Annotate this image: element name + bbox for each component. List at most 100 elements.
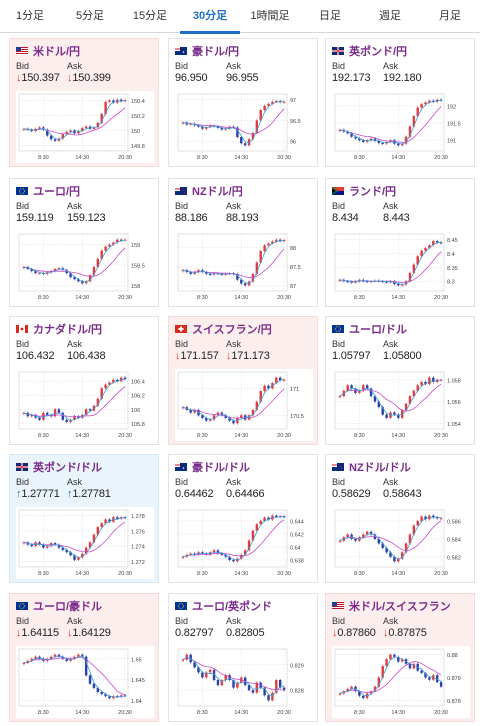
price-chart[interactable]: 0.829 0.828 8:30 14:30 20:30 xyxy=(175,646,313,718)
ask-value: 1.27781 xyxy=(72,488,111,500)
tab-7[interactable]: 週足 xyxy=(379,10,401,22)
price-chart[interactable]: 97 96.5 96 8:30 14:30 20:30 xyxy=(175,91,313,163)
candle-body xyxy=(123,377,127,380)
flag-ch-icon xyxy=(175,325,192,333)
candle-body xyxy=(197,270,200,273)
y-tick-label: 96 xyxy=(290,140,296,146)
bid-value: 150.397 xyxy=(21,72,60,84)
flag-au-us-icon xyxy=(175,463,192,471)
price-chart[interactable]: 150.4 150.2 150 149.8 8:30 14:30 20:30 xyxy=(16,91,154,163)
tab-8[interactable]: 月足 xyxy=(439,10,461,22)
y-tick-label: 8.4 xyxy=(447,252,455,258)
candle-body xyxy=(362,140,365,142)
ma-long-line xyxy=(339,383,442,412)
price-chart[interactable]: 0.88 0.879 0.878 8:30 14:30 20:30 xyxy=(332,646,470,718)
price-chart[interactable]: 171 170.5 8:30 14:30 20:30 xyxy=(175,369,313,441)
rate-card[interactable]: ユーロ/ドル Bid Ask 1.05797 1.05800 1.058 1.056 1.05… xyxy=(325,316,475,445)
candle-body xyxy=(100,388,103,399)
tab-3[interactable]: 15分足 xyxy=(132,10,168,22)
y-tick-label: 149.8 xyxy=(131,144,145,150)
x-tick-label: 20:30 xyxy=(118,710,132,716)
bid-value: 0.58629 xyxy=(332,488,371,500)
candle-body xyxy=(420,516,423,522)
bid-value-group: ↓0.87860 xyxy=(332,627,376,639)
rate-card[interactable]: 豪ドル/ドル Bid Ask 0.64462 0.64466 0.644 0.642 0.64… xyxy=(168,454,318,583)
y-tick-label: 0.879 xyxy=(447,676,461,682)
rate-card[interactable]: スイスフラン/円 Bid Ask ↓171.157 ↓171.173 171 170.5 8:… xyxy=(168,316,318,445)
bid-label: Bid xyxy=(175,616,189,626)
price-chart[interactable]: 88 87.5 87 8:30 14:30 20:30 xyxy=(175,231,313,303)
ma-short-line xyxy=(23,239,126,283)
rate-card[interactable]: 豪ドル/円 Bid Ask 96.950 96.955 97 96.5 96 8:30 14:30… xyxy=(168,38,318,167)
ask-arrow-icon: ↓ xyxy=(67,627,73,639)
candle-body xyxy=(275,100,278,102)
rate-card[interactable]: ユーロ/円 Bid Ask 159.119 159.123 159 158.5 158 8:30… xyxy=(9,178,159,307)
price-chart[interactable]: 1.278 1.276 1.274 1.272 8:30 14:30 20:30 xyxy=(16,507,154,579)
tab-6[interactable]: 日足 xyxy=(319,10,341,22)
rate-card[interactable]: 英ポンド/円 Bid Ask 192.173 192.180 192 191.5 191 8:3… xyxy=(325,38,475,167)
pair-name: ランド/円 xyxy=(349,186,397,198)
candle-body xyxy=(104,384,107,389)
candle-body xyxy=(212,415,216,420)
candle-body xyxy=(65,419,68,422)
price-chart-svg: 171 170.5 8:30 14:30 20:30 xyxy=(177,371,304,439)
tab-1[interactable]: 1分足 xyxy=(15,10,45,22)
candle-body xyxy=(263,105,266,111)
bid-label: Bid xyxy=(332,477,346,487)
card-header: スイスフラン/円 xyxy=(175,322,272,336)
candle-body xyxy=(69,273,72,278)
price-chart[interactable]: 106.4 106.2 106 105.8 8:30 14:30 20:30 xyxy=(16,369,154,441)
flag-au-icon xyxy=(175,47,192,55)
x-tick-label: 14:30 xyxy=(234,571,248,577)
rate-card[interactable]: NZドル/ドル Bid Ask 0.58629 0.58643 0.586 0.584 0.5… xyxy=(325,454,475,583)
candle-body xyxy=(377,140,381,143)
tab-4[interactable]: 30分足 xyxy=(180,0,240,34)
ask-label: Ask xyxy=(383,201,399,211)
candle-body xyxy=(385,547,388,553)
candle-body xyxy=(84,409,88,415)
candle-body xyxy=(123,100,127,102)
ask-value: 8.443 xyxy=(383,212,410,224)
candle-body xyxy=(362,385,365,391)
card-header: ユーロ/英ポンド xyxy=(175,599,272,613)
price-chart[interactable]: 8.45 8.4 8.35 8.3 8:30 14:30 20:30 xyxy=(332,231,470,303)
rate-card[interactable]: カナダドル/円 Bid Ask 106.432 106.438 106.4 106.2 106… xyxy=(9,316,159,445)
candle-body xyxy=(259,110,262,121)
candle-body xyxy=(346,385,349,391)
ma-long-line xyxy=(182,388,285,419)
y-tick-label: 0.642 xyxy=(290,532,304,538)
candle-body xyxy=(278,516,282,518)
plot-frame xyxy=(177,371,288,430)
candle-body xyxy=(112,379,115,383)
ask-value: 192.180 xyxy=(383,72,422,84)
tab-2[interactable]: 5分足 xyxy=(75,10,105,22)
candle-body xyxy=(201,126,204,129)
tab-5[interactable]: 1時間足 xyxy=(250,10,290,22)
x-tick-label: 14:30 xyxy=(391,433,405,439)
plot-frame xyxy=(334,371,445,430)
ma-long-line xyxy=(339,661,442,694)
y-tick-label: 0.829 xyxy=(290,663,304,669)
rate-card[interactable]: ユーロ/英ポンド Bid Ask 0.82797 0.82805 0.829 0.828 8:… xyxy=(168,593,318,722)
price-chart[interactable]: 159 158.5 158 8:30 14:30 20:30 xyxy=(16,231,154,303)
price-chart-svg: 0.644 0.642 0.64 0.638 8:30 14:30 20:30 xyxy=(177,509,304,577)
rate-card[interactable]: ユーロ/豪ドル Bid Ask ↓1.64115 ↓1.64129 1.65 1.645 1.… xyxy=(9,593,159,722)
candle-body xyxy=(232,560,235,562)
rate-card[interactable]: 米ドル/スイスフラン Bid Ask ↓0.87860 ↓0.87875 0.88 0.87… xyxy=(325,593,475,722)
price-chart[interactable]: 0.586 0.584 0.582 8:30 14:30 20:30 xyxy=(332,507,470,579)
card-header: ユーロ/豪ドル xyxy=(16,599,102,613)
candle-body xyxy=(377,677,381,687)
rate-card[interactable]: 英ポンド/ドル Bid Ask ↑1.27771 ↑1.27781 1.278 1.276 1… xyxy=(9,454,159,583)
candle-body xyxy=(247,685,251,691)
rate-card[interactable]: 米ドル/円 Bid Ask ↓150.397 ↓150.399 150.4 150.2 150… xyxy=(9,38,159,167)
rate-card[interactable]: ランド/円 Bid Ask 8.434 8.443 8.45 8.4 8.35 8.3 8:30 1… xyxy=(325,178,475,307)
price-chart[interactable]: 192 191.5 191 8:30 14:30 20:30 xyxy=(332,91,470,163)
price-chart[interactable]: 0.644 0.642 0.64 0.638 8:30 14:30 20:30 xyxy=(175,507,313,579)
price-chart[interactable]: 1.058 1.056 1.054 8:30 14:30 20:30 xyxy=(332,369,470,441)
candle-body xyxy=(420,104,423,108)
rate-card[interactable]: NZドル/円 Bid Ask 88.186 88.193 88 87.5 87 8:30 14:3… xyxy=(168,178,318,307)
ma-short-line xyxy=(182,378,285,422)
candle-body xyxy=(49,656,53,659)
price-chart[interactable]: 1.65 1.645 1.64 8:30 14:30 20:30 xyxy=(16,646,154,718)
y-tick-label: 106.4 xyxy=(131,380,145,386)
